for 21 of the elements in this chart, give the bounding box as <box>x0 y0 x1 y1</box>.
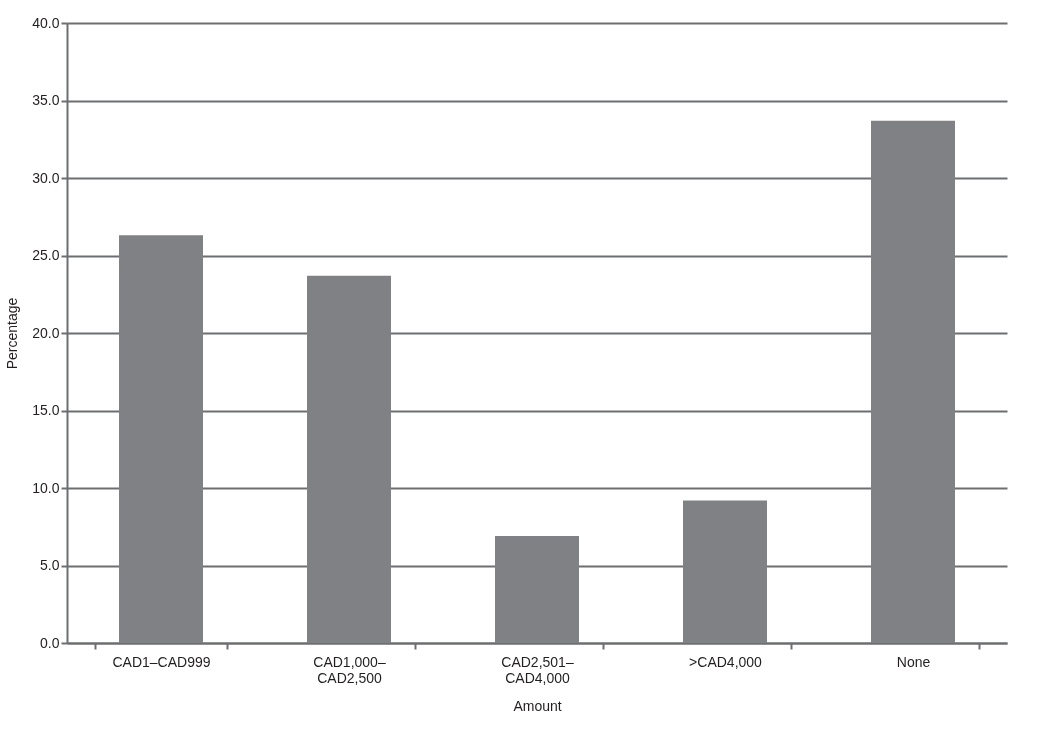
x-tick-label: None <box>896 653 931 670</box>
x-tick-label: CAD1,000–CAD2,500 <box>313 653 386 686</box>
y-tick-label: 35.0 <box>32 92 60 108</box>
y-tick-label: 30.0 <box>32 169 60 186</box>
y-tick-label: 0.0 <box>40 634 60 651</box>
x-tick-label: >CAD4,000 <box>689 653 763 670</box>
y-tick-label: 25.0 <box>32 247 60 263</box>
y-axis-title: Percentage <box>4 297 21 370</box>
x-axis-title: Amount <box>513 697 562 714</box>
bar <box>495 536 579 643</box>
bar <box>871 120 955 643</box>
y-tick-label: 20.0 <box>32 324 60 341</box>
bar <box>119 235 203 643</box>
y-tick-label: 15.0 <box>32 402 60 418</box>
bar <box>683 500 767 643</box>
y-tick-label: 10.0 <box>32 479 60 496</box>
bar <box>307 275 391 643</box>
y-tick-label: 40.0 <box>32 14 60 31</box>
x-tick-label: CAD1–CAD999 <box>112 653 211 670</box>
y-tick-label: 5.0 <box>40 557 60 573</box>
x-tick-label: CAD2,501–CAD4,000 <box>501 653 574 686</box>
